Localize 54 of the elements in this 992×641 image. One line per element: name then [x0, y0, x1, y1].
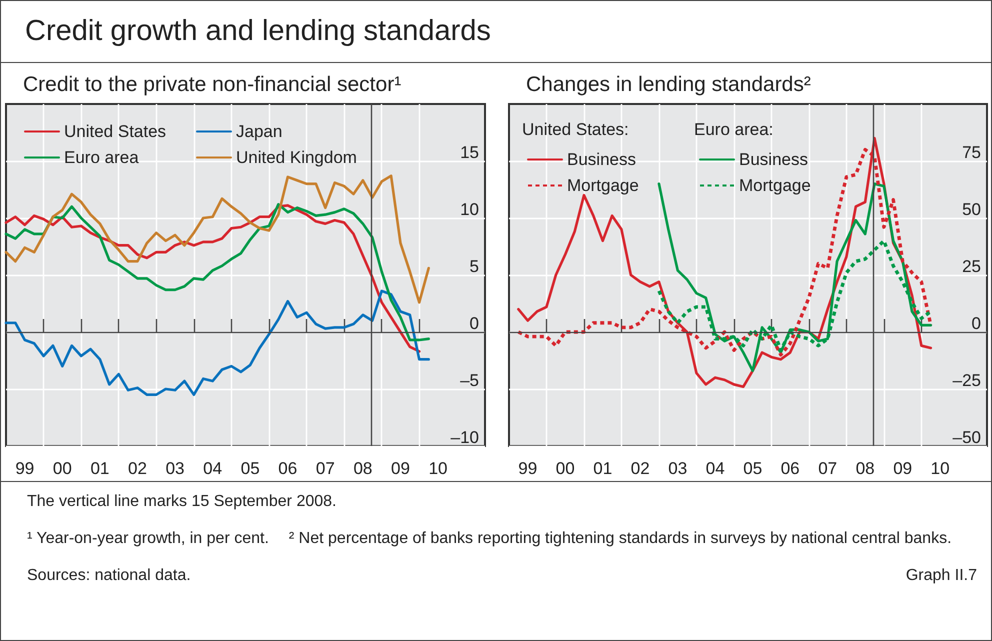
legend-label: Mortgage: [567, 176, 639, 195]
y-tick-label: –50: [952, 428, 981, 447]
y-tick-label: 5: [470, 257, 479, 276]
x-tick-label: 05: [743, 459, 762, 478]
x-tick-label: 07: [316, 459, 335, 478]
text: The vertical line marks 15 September 2008.: [27, 492, 338, 512]
text: Graph II.7: [906, 566, 977, 586]
x-tick-label: 00: [52, 459, 72, 478]
chart-title: Changes in lending standards²: [526, 73, 811, 97]
x-tick-label: 02: [128, 459, 147, 478]
x-tick-label: 05: [240, 459, 260, 478]
y-tick-label: 50: [962, 200, 981, 219]
text: ² Net percentage of banks reporting tightening standards in surveys by national central banks.: [288, 530, 952, 547]
x-tick-label: 01: [90, 459, 110, 478]
y-tick-label: –5: [460, 371, 479, 390]
x-tick-label: 06: [278, 459, 298, 478]
annotation: United States:: [522, 120, 629, 139]
x-tick-label: 04: [706, 459, 725, 478]
x-tick-label: 10: [930, 459, 950, 478]
x-tick-label: 01: [593, 459, 612, 478]
x-tick-label: 99: [15, 459, 34, 478]
y-tick-label: 0: [470, 314, 479, 333]
y-tick-label: 10: [460, 200, 479, 219]
annotation: Euro area:: [694, 120, 774, 139]
x-tick-label: 08: [856, 459, 875, 478]
x-tick-label: 09: [391, 459, 410, 478]
y-tick-label: 0: [972, 314, 981, 333]
legend-label: United States: [64, 122, 166, 141]
chart-title: Credit to the private non-financial sector¹: [23, 73, 402, 97]
x-tick-label: 99: [518, 459, 538, 478]
source-note: Sources: national data.: [27, 566, 191, 586]
text: ¹ Year-on-year growth, in per cent.: [27, 530, 269, 547]
y-tick-label: 25: [962, 257, 981, 276]
legend-label: Business: [567, 150, 636, 169]
x-tick-label: 04: [203, 459, 222, 478]
y-tick-label: –10: [450, 428, 479, 447]
x-tick-label: 07: [818, 459, 838, 478]
legend-label: Mortgage: [739, 176, 811, 195]
text: Credit growth and lending standards: [25, 15, 491, 48]
x-tick-label: 06: [780, 459, 800, 478]
legend-label: United Kingdom: [236, 148, 357, 167]
x-tick-label: 09: [893, 459, 912, 478]
x-tick-label: 03: [668, 459, 688, 478]
x-tick-label: 08: [353, 459, 372, 478]
x-tick-label: 00: [556, 459, 575, 478]
x-tick-label: 03: [166, 459, 185, 478]
legend-label: Euro area: [64, 148, 140, 167]
y-tick-label: 15: [460, 143, 479, 162]
x-tick-label: 02: [630, 459, 650, 478]
legend-label: Japan: [236, 122, 282, 141]
x-tick-label: 10: [428, 459, 448, 478]
legend-label: Business: [739, 150, 808, 169]
y-tick-label: –25: [952, 371, 981, 390]
y-tick-label: 75: [962, 143, 981, 162]
